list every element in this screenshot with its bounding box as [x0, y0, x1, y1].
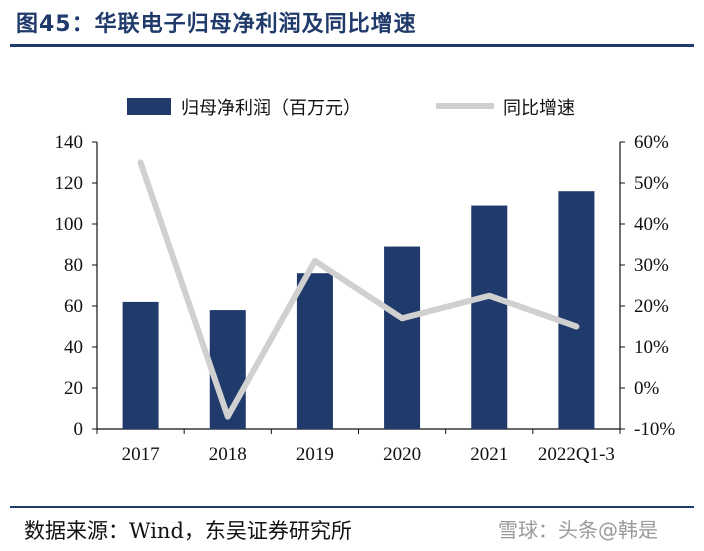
bar — [384, 246, 421, 429]
bar-series — [122, 191, 595, 429]
right-axis-tick-label: 60% — [634, 132, 669, 153]
x-axis-tick-label: 2022Q1-3 — [538, 444, 615, 465]
bar — [558, 191, 595, 429]
right-axis-tick-label: 0% — [634, 378, 660, 399]
x-axis-tick-label: 2020 — [383, 444, 421, 465]
left-axis-tick-label: 80 — [64, 255, 83, 276]
legend-bar-swatch — [127, 98, 171, 115]
left-axis-tick-label: 120 — [55, 173, 84, 194]
legend-line-label: 同比增速 — [503, 98, 575, 119]
x-axis-tick-label: 2019 — [296, 444, 334, 465]
right-axis-tick-label: 40% — [634, 214, 669, 235]
growth-line — [137, 159, 580, 420]
bar — [471, 205, 508, 429]
bar — [122, 301, 159, 429]
left-axis-tick-label: 0 — [74, 419, 84, 440]
bar — [296, 273, 333, 429]
watermark: 雪球：头条@韩是 — [498, 518, 658, 542]
right-axis-tick-label: 10% — [634, 337, 669, 358]
left-axis-tick-label: 60 — [64, 296, 83, 317]
right-axis-tick-label: 50% — [634, 173, 669, 194]
title-divider — [10, 44, 694, 47]
right-axis-tick-label: -10% — [634, 419, 675, 440]
footer-divider — [10, 506, 694, 508]
chart-title: 图45：华联电子归母净利润及同比增速 — [16, 12, 417, 37]
axes: 0 20 40 60 80 100 120 140 -10% 0% 10% 20% 30% 40% 50% 6… — [55, 132, 676, 465]
right-axis-tick-label: 30% — [634, 255, 669, 276]
source-note: 数据来源：Wind，东吴证券研究所 — [24, 519, 352, 543]
line-series — [137, 159, 580, 420]
left-axis-tick-label: 20 — [64, 378, 83, 399]
left-axis-tick-label: 140 — [55, 132, 84, 153]
right-axis-tick-label: 20% — [634, 296, 669, 317]
left-axis-tick-label: 40 — [64, 337, 83, 358]
left-axis-tick-label: 100 — [55, 214, 84, 235]
x-axis-tick-label: 2018 — [209, 444, 247, 465]
legend-bar-label: 归母净利润（百万元） — [181, 98, 361, 119]
legend: 归母净利润（百万元） 同比增速 — [127, 98, 575, 119]
x-axis-tick-label: 2021 — [470, 444, 508, 465]
x-axis-tick-label: 2017 — [122, 444, 160, 465]
